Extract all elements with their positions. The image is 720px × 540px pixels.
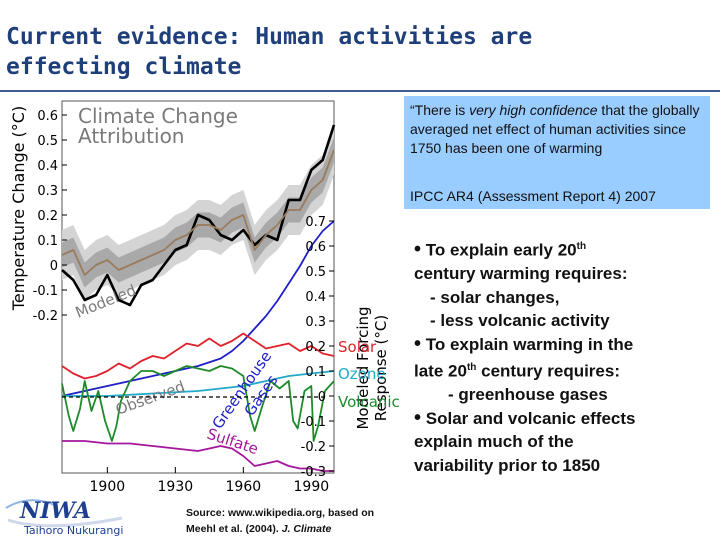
ipcc-quote: “There is very high confidence that the … [410,101,708,158]
left-axis-tick-label: 0.6 [37,109,58,124]
annotation-ozone: Ozone [338,365,386,383]
series-lines [61,124,336,472]
right-axis-title-line-2: Response (°C) [372,315,390,422]
bullet-1-line-2: century warming requires: [414,264,628,284]
right-axis-tick-label: 0.5 [305,265,326,280]
source-journal: J. Climate [281,523,332,535]
series-greenhouse-gases [61,220,335,397]
bullet-2-sup: th [466,362,477,374]
plot-frame [61,100,335,474]
left-axis-tick-label: -0.2 [33,309,58,324]
left-axis-tick-label: 0.3 [37,184,58,199]
climate-attribution-chart: 0.6 0.5 0.4 0.3 0.2 0.1 0 -0.1 -0.2 0.7 0.6 0.5 0.4 0… [6,93,410,493]
title-line-2: effecting climate [6,54,242,80]
bullet-dot: • [414,238,422,261]
bullet-3-line-3: variability prior to 1850 [414,455,601,475]
bullet-1-sup: th [576,241,587,252]
left-axis-tick-label: -0.1 [33,284,58,299]
series-sulfate [62,440,334,472]
source-citation: Source: www.wikipedia.org, based on Meehl… [186,505,406,537]
chart-title-line-1: Climate Change [78,104,238,128]
title-line-1: Current evidence: Human activities are [6,24,533,50]
bullet-3-line-2: explain much of the [414,432,574,452]
bullet-2-text: To explain warming in the [425,334,634,354]
bullet-1: • To explain early 20th [414,235,714,262]
left-axis-tick-label: 0.4 [37,159,58,174]
right-axis-tick-label: -0.3 [301,465,326,480]
series-observed [61,124,336,307]
quote-box [404,96,710,209]
right-axis-tick-label: 0.1 [305,365,326,380]
bullet-3: • Solar and volcanic effects [414,407,714,431]
series-volcanic [61,365,335,442]
x-axis-tick-label: 1990 [294,479,330,493]
quote-rest: that the globally averaged net effect of… [410,102,700,156]
x-axis-tick-label: 1900 [90,479,126,493]
ipcc-report-label: IPCC AR4 (Assessment Report 4) 2007 [410,188,656,204]
annotation-solar: Solar [338,338,377,356]
x-axis-tick-label: 1960 [226,479,262,493]
bullet-2-pre: late 20 [414,361,467,381]
quote-emphasis: very high confidence [469,102,598,118]
right-axis-tick-label: 0.2 [305,340,326,355]
bullet-1-item-1: - solar changes, [430,287,560,307]
chart-title-line-2: Attribution [78,124,184,148]
niwa-logo: NIWA Taihoro Nukurangi [5,498,123,537]
series-modeled [61,149,335,276]
bullet-2-item-1: - greenhouse gases [448,385,608,405]
chart-background [6,93,410,493]
series-solar [61,332,335,380]
bullet-1-text: To explain early 20 [425,240,577,260]
right-axis-tick-label: 0.7 [305,215,326,230]
title-divider [0,90,720,92]
bullet-dot: • [414,332,422,355]
quote-prefix: “There is [410,102,470,118]
series-ozone [62,370,335,397]
bullet-2-post: century requires: [476,361,620,381]
bullet-2: • To explain warming in the [414,333,714,357]
left-axis-tick-label: 0 [50,259,58,274]
bullet-1-item-2: - less volcanic activity [430,311,610,331]
right-axis-title-line-1: Modeled Forcing [354,306,372,429]
x-axis-tick-label: 1930 [158,479,194,493]
logo-wordmark: NIWA [19,498,91,524]
right-axis-tick-label: -0.2 [301,440,326,455]
right-axis-tick-label: 0.6 [305,240,326,255]
logo-swoosh-1 [5,499,57,509]
source-line-1: Source: www.wikipedia.org, based on [186,507,375,519]
slide-title: Current evidence: Human activities are ef… [6,22,646,82]
left-axis-tick-label: 0.5 [37,134,58,149]
annotation-volcanic: Volcanic [338,393,400,411]
bullet-dot: • [414,406,422,429]
logo-swoosh-2 [7,516,123,528]
logo-subtext: Taihoro Nukurangi [23,524,123,537]
bullet-3-text: Solar and volcanic effects [425,408,636,428]
modeled-uncertainty-inner [62,137,334,288]
bullet-list: • To explain early 20th century warming … [414,235,714,477]
right-axis-tick-label: 0.3 [305,315,326,330]
uncertainty-bands [62,125,334,300]
bullet-2-line-2: late 20th century requires: [414,356,714,383]
left-axis-tick-label: 0.2 [37,209,58,224]
right-axis-tick-label: 0.4 [305,290,326,305]
right-axis-tick-label: -0.1 [301,415,326,430]
left-axis-tick-label: 0.1 [37,234,58,249]
left-axis-title: Temperature Change (°C) [9,106,28,311]
axes: 0.6 0.5 0.4 0.3 0.2 0.1 0 -0.1 -0.2 0.7 0.6 0.5 0.4 0… [9,106,400,493]
source-line-2: Meehl et al. (2004). [186,523,282,535]
